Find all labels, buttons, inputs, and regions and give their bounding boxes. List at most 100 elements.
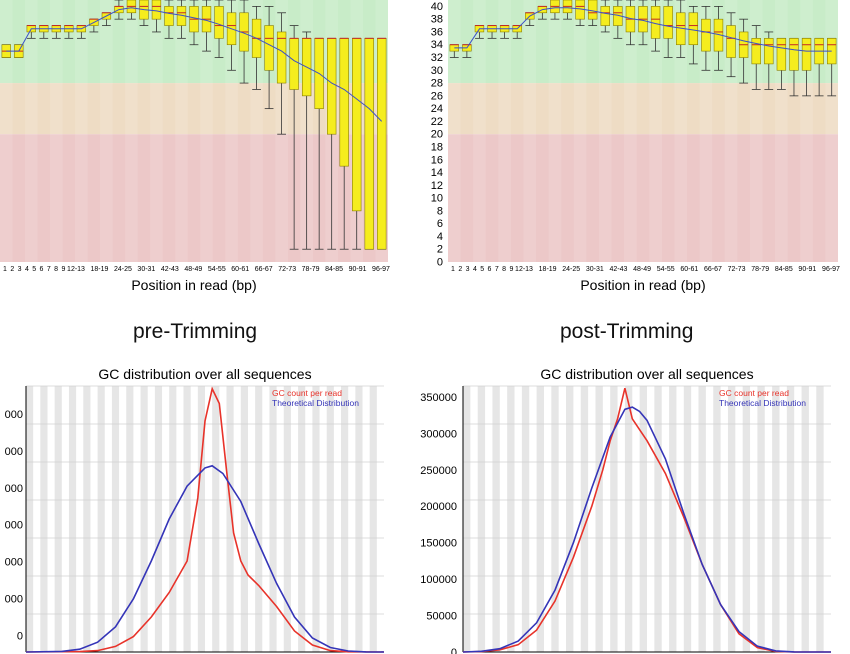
y-tick-label: 40: [431, 1, 443, 13]
x-tick-label: 30-31: [137, 266, 155, 273]
x-tick-label: 24-25: [114, 266, 132, 273]
y-tick-label: 22: [431, 116, 443, 128]
column-stripe: [200, 0, 213, 262]
x-tick-label: 18-19: [539, 266, 557, 273]
gc-pre-chart: GC distribution over all sequences GC cou…: [5, 366, 385, 653]
grid-stripe: [580, 386, 589, 652]
quality-box: [587, 0, 598, 20]
grid-stripe: [624, 386, 633, 652]
legend-entry: GC count per read: [272, 388, 342, 398]
theoretical-line: [25, 464, 385, 653]
y-tick-label: 10: [431, 193, 443, 205]
grid-stripe: [698, 386, 706, 652]
column-stripe: [598, 0, 612, 262]
x-axis-label: Position in read (bp): [131, 277, 256, 293]
grid-stripe: [298, 386, 306, 652]
x-tick-label: 5: [480, 266, 484, 273]
grid-stripe: [111, 386, 120, 652]
grid-stripe: [83, 386, 91, 652]
x-tick-label: 12-13: [67, 266, 85, 273]
y-tick-label: 4: [437, 231, 443, 243]
y-tick-label: 34: [431, 39, 443, 51]
y-tick-label: 200000: [420, 501, 457, 513]
column-stripe: [150, 0, 163, 262]
grid-stripe: [669, 386, 677, 652]
x-tick-label: 78-79: [302, 266, 320, 273]
legend-entry: GC count per read: [719, 388, 789, 398]
y-tick-label: 0: [17, 630, 23, 642]
column-stripe: [498, 0, 511, 262]
y-tick-label: 38: [431, 14, 443, 26]
x-tick-label: 1: [3, 266, 7, 273]
grid-stripe: [772, 386, 780, 652]
quality-box: [164, 6, 174, 26]
quality-box: [289, 38, 299, 90]
y-tick-label: 150000: [420, 538, 457, 550]
y-tick-label: 250000: [420, 465, 457, 477]
x-tick-label: 72-73: [278, 266, 296, 273]
column-stripe: [699, 0, 713, 262]
column-stripe: [649, 0, 662, 262]
x-tick-label: 90-91: [798, 266, 816, 273]
gc-chart-title: GC distribution over all sequences: [98, 366, 311, 382]
y-tick-label: 300000: [420, 428, 457, 440]
y-tick-label: 24: [431, 103, 443, 115]
grid-stripe: [521, 386, 530, 652]
grid-stripe: [226, 386, 234, 652]
grid-stripe: [507, 386, 515, 652]
y-tick-label: 0: [451, 647, 457, 654]
y-tick-label: 100000: [420, 574, 457, 586]
grid-stripe: [536, 386, 544, 652]
x-tick-label: 8: [54, 266, 58, 273]
mean-quality-line: [454, 7, 832, 52]
grid-stripe: [683, 386, 692, 652]
zone-ok: [448, 83, 838, 135]
y-tick-label: 000: [5, 593, 23, 605]
quality-box: [264, 25, 274, 71]
x-tick-label: 66-67: [255, 266, 273, 273]
pre-trimming-title: pre-Trimming: [133, 320, 258, 343]
grid-stripe: [154, 386, 163, 652]
grid-stripe: [369, 386, 377, 652]
x-tick-label: 7: [495, 266, 499, 273]
y-tick-label: 350000: [420, 392, 457, 404]
grid-stripe: [816, 386, 824, 652]
grid-stripe: [639, 386, 647, 652]
x-tick-label: 8: [502, 266, 506, 273]
column-stripe: [448, 0, 461, 262]
quality-box: [751, 38, 761, 65]
x-tick-label: 3: [466, 266, 470, 273]
x-tick-label: 54-55: [208, 266, 226, 273]
mean-quality-line: [6, 7, 383, 122]
x-tick-label: 42-43: [161, 266, 179, 273]
grid-stripe: [140, 386, 148, 652]
x-tick-label: 78-79: [751, 266, 769, 273]
x-tick-label: 60-61: [231, 266, 249, 273]
grid-stripe: [54, 386, 62, 652]
grid-stripe: [654, 386, 662, 652]
column-stripe: [523, 0, 537, 262]
quality-pre-chart: 1 2 3 4 5 6 7 8 9 12-13 18-19 24-25 30-31 42-43 48-49 5…: [0, 0, 390, 293]
column-stripe: [624, 0, 637, 262]
x-tick-label: 9: [61, 266, 65, 273]
grid-stripe: [463, 386, 471, 652]
grid-stripe: [355, 386, 363, 652]
column-stripe: [250, 0, 263, 262]
grid-stripe: [40, 386, 48, 652]
quality-box: [326, 38, 337, 135]
grid-stripe: [595, 386, 603, 652]
quality-box: [276, 31, 287, 84]
quality-box: [726, 25, 736, 58]
grid-stripe: [610, 386, 618, 652]
x-tick-label: 96-97: [372, 266, 390, 273]
grid-stripe: [713, 386, 721, 652]
grid-stripe: [312, 386, 320, 652]
x-tick-label: 1: [451, 266, 455, 273]
grid-stripe: [68, 386, 77, 652]
x-tick-label: 42-43: [610, 266, 628, 273]
grid-stripe: [97, 386, 105, 652]
quality-box: [151, 0, 162, 20]
legend-entry: Theoretical Distribution: [719, 398, 806, 408]
